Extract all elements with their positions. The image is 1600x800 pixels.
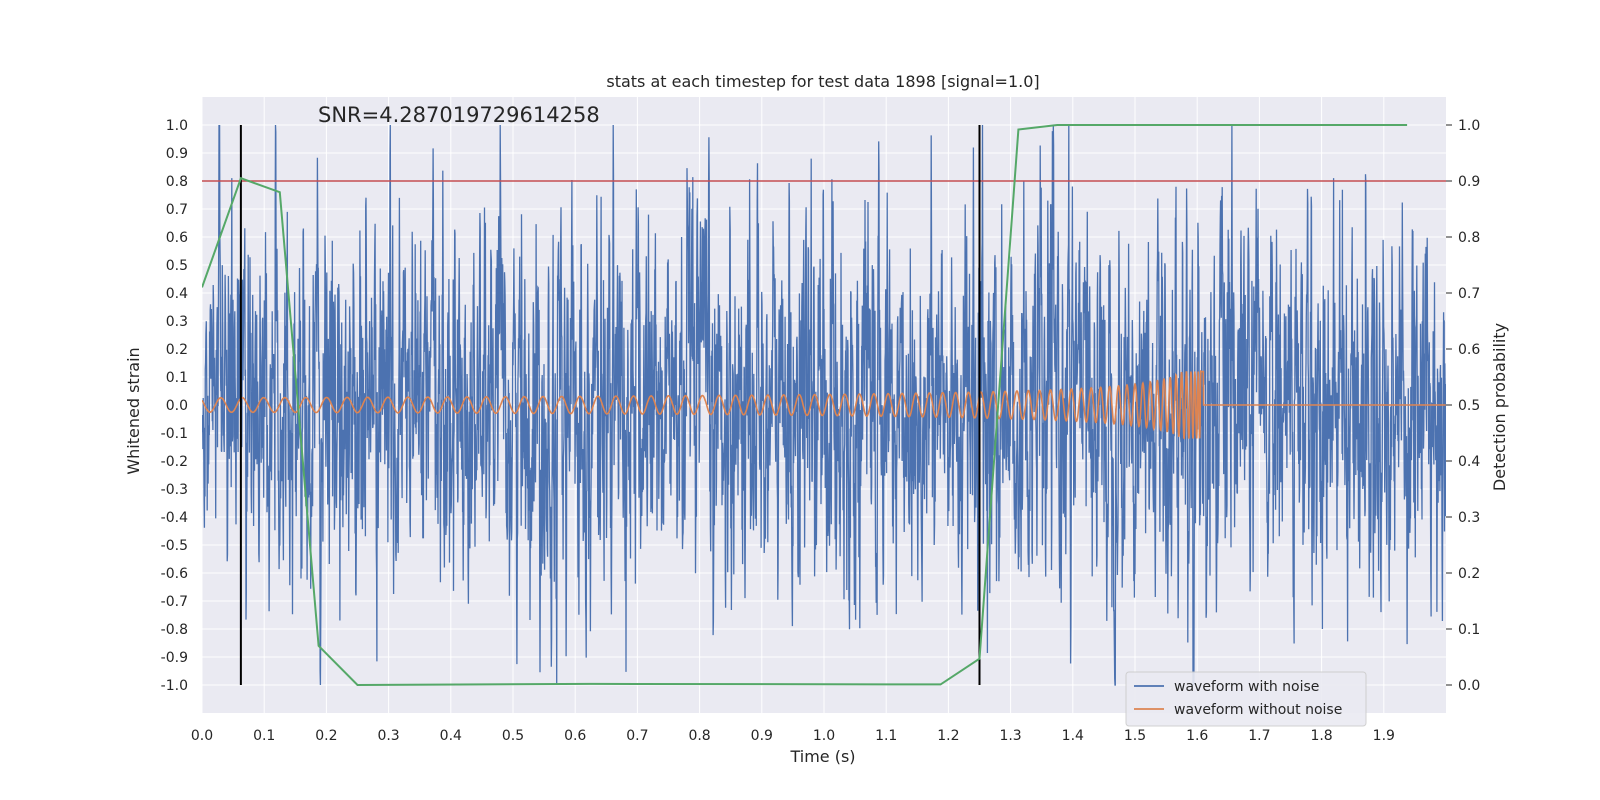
y-tick-label-right: 0.1 xyxy=(1458,622,1480,638)
x-tick-label: 0.1 xyxy=(253,728,275,744)
legend-entry-clean: waveform without noise xyxy=(1174,702,1342,718)
x-tick-label: 0.9 xyxy=(751,728,773,744)
x-axis-ticks: 0.0 0.1 0.2 0.3 0.4 0.5 0.6 0.7 0.8 0.9 1.0 1.1 1.2 1… xyxy=(191,728,1395,744)
legend: waveform with noise waveform without noi… xyxy=(1125,671,1367,727)
y-tick-label-right: 0.9 xyxy=(1458,174,1480,190)
y-tick-label-right: 1.0 xyxy=(1458,118,1480,134)
y-tick-label-left: -0.3 xyxy=(161,482,188,498)
x-axis-label: Time (s) xyxy=(789,747,855,766)
y-tick-label-left: -0.8 xyxy=(161,622,188,638)
x-tick-label: 0.3 xyxy=(377,728,399,744)
x-tick-label: 1.4 xyxy=(1062,728,1084,744)
y-tick-label-left: 0.8 xyxy=(166,174,188,190)
y-axis-left-label: Whitened strain xyxy=(124,347,143,474)
y-tick-label-right: 0.0 xyxy=(1458,678,1480,694)
y-tick-label-left: -0.6 xyxy=(161,566,188,582)
y-tick-label-left: -1.0 xyxy=(161,678,188,694)
y-axis-right-label: Detection probability xyxy=(1490,323,1509,491)
y-tick-label-right: 0.5 xyxy=(1458,398,1480,414)
x-tick-label: 1.5 xyxy=(1124,728,1146,744)
y-tick-label-right: 0.4 xyxy=(1458,454,1480,470)
x-tick-label: 1.8 xyxy=(1310,728,1332,744)
x-tick-label: 0.4 xyxy=(440,728,462,744)
y-tick-label-left: -0.5 xyxy=(161,538,188,554)
legend-box xyxy=(1125,671,1367,727)
x-tick-label: 1.6 xyxy=(1186,728,1208,744)
y-tick-label-left: -0.7 xyxy=(161,594,188,610)
y-tick-label-left: 0.3 xyxy=(166,314,188,330)
y-tick-label-left: -0.2 xyxy=(161,454,188,470)
y-tick-label-left: 0.0 xyxy=(166,398,188,414)
y-tick-label-right: 0.7 xyxy=(1458,286,1480,302)
y-tick-label-left: -0.4 xyxy=(161,510,188,526)
legend-entry-noisy: waveform with noise xyxy=(1174,679,1319,695)
series-line-probability xyxy=(202,124,1408,687)
x-tick-label: 0.6 xyxy=(564,728,586,744)
x-tick-label: 1.0 xyxy=(813,728,835,744)
series-line-noisy xyxy=(202,124,1446,686)
x-tick-label: 0.0 xyxy=(191,728,213,744)
y-tick-label-left: 0.2 xyxy=(166,342,188,358)
x-tick-label: 0.2 xyxy=(315,728,337,744)
chart-title: stats at each timestep for test data 189… xyxy=(606,72,1039,91)
y-tick-label-right: 0.3 xyxy=(1458,510,1480,526)
y-tick-label-right: 0.2 xyxy=(1458,566,1480,582)
y-tick-label-left: 0.6 xyxy=(166,230,188,246)
vertical-markers xyxy=(239,125,981,685)
x-tick-label: 0.5 xyxy=(502,728,524,744)
y-tick-label-left: 0.5 xyxy=(166,258,188,274)
x-tick-label: 1.1 xyxy=(875,728,897,744)
series-line-clean xyxy=(202,369,1446,440)
y-axis-left-ticks: 1.0 0.9 0.8 0.7 0.6 0.5 0.4 0.3 0.2 0.1 0.0 -0.1 -0.… xyxy=(161,118,188,694)
y-tick-label-left: 0.9 xyxy=(166,146,188,162)
y-tick-label-left: 0.7 xyxy=(166,202,188,218)
y-tick-label-right: 0.6 xyxy=(1458,342,1480,358)
x-tick-label: 1.3 xyxy=(999,728,1021,744)
x-tick-label: 0.8 xyxy=(688,728,710,744)
x-tick-label: 1.7 xyxy=(1248,728,1270,744)
y-tick-label-left: 0.4 xyxy=(166,286,188,302)
y-tick-label-left: -0.1 xyxy=(161,426,188,442)
y-tick-label-right: 0.8 xyxy=(1458,230,1480,246)
x-tick-label: 1.9 xyxy=(1373,728,1395,744)
x-tick-label: 0.7 xyxy=(626,728,648,744)
x-tick-label: 1.2 xyxy=(937,728,959,744)
series-layer xyxy=(202,124,1446,687)
y-tick-label-left: 0.1 xyxy=(166,370,188,386)
y-tick-label-left: -0.9 xyxy=(161,650,188,666)
y-axis-right-ticks: 1.0 0.9 0.8 0.7 0.6 0.5 0.4 0.3 0.2 0.1 0.0 xyxy=(1446,118,1480,694)
y-tick-label-left: 1.0 xyxy=(166,118,188,134)
snr-annotation: SNR=4.287019729614258 xyxy=(318,103,600,127)
